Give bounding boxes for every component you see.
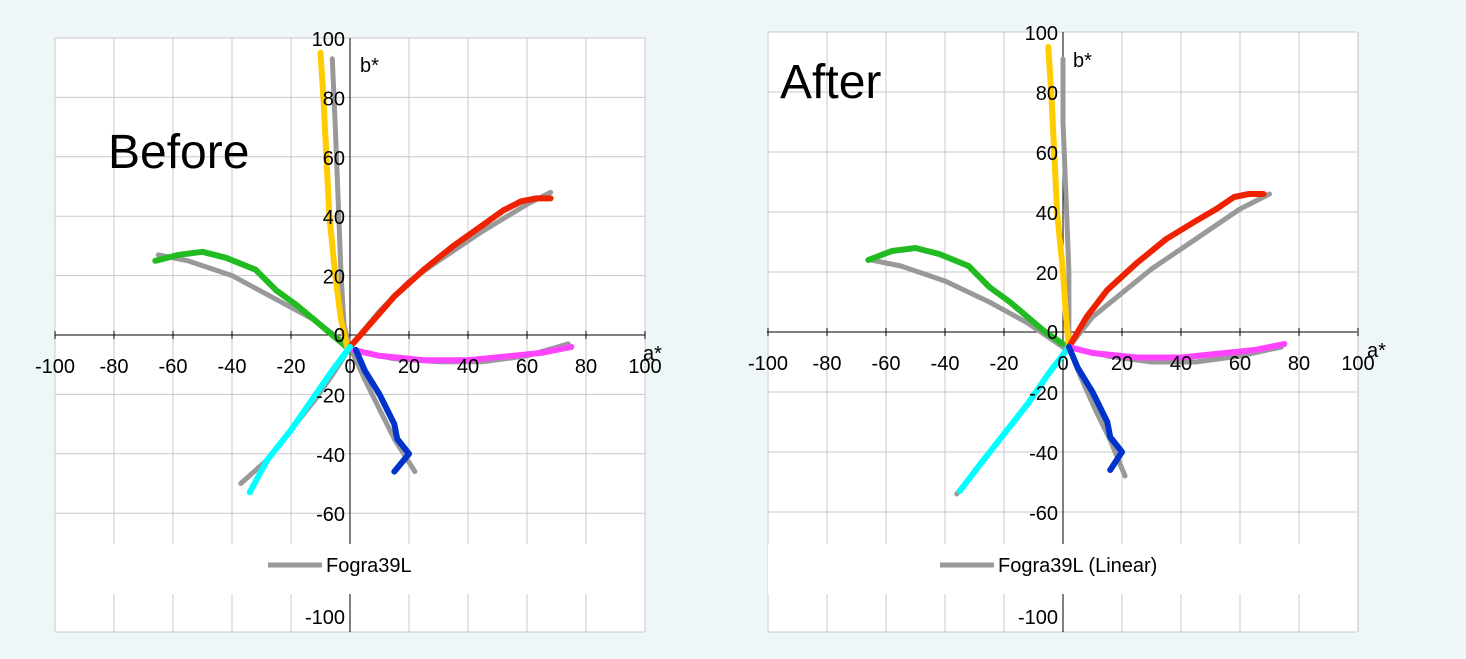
- y-tick-label: 20: [323, 267, 345, 289]
- series-line: [1065, 191, 1267, 350]
- y-tick-label: -100: [1018, 607, 1058, 629]
- x-tick-label: -40: [931, 353, 960, 375]
- y-tick-label: 80: [1036, 83, 1058, 105]
- x-tick-label: 60: [516, 356, 538, 378]
- x-tick-label: -60: [872, 353, 901, 375]
- x-tick-label: 20: [1111, 353, 1133, 375]
- x-tick-label: -100: [35, 356, 75, 378]
- y-tick-label: -40: [316, 445, 345, 467]
- y-tick-label: 0: [334, 325, 345, 347]
- x-tick-label: 0: [1057, 353, 1068, 375]
- x-tick-label: 40: [1170, 353, 1192, 375]
- reference-series-line: [1066, 191, 1272, 350]
- y-tick-label: 20: [1036, 263, 1058, 285]
- x-tick-label: -40: [218, 356, 247, 378]
- chart-after: -100 -80 -60 -40 -20 0 20 40 60 80 100 100 80 60 40 20 0…: [748, 23, 1386, 633]
- series-line: [246, 343, 353, 496]
- x-tick-label: -80: [813, 353, 842, 375]
- y-tick-label: 80: [323, 88, 345, 110]
- legend-band: [768, 544, 1356, 594]
- y-tick-label: 60: [323, 148, 345, 170]
- x-tick-label: 80: [575, 356, 597, 378]
- series-line: [349, 343, 575, 364]
- series-line: [347, 195, 554, 350]
- x-axis-label: a*: [1367, 340, 1386, 362]
- series-line: [317, 49, 351, 350]
- x-tick-label: 40: [457, 356, 479, 378]
- y-axis-label: b*: [360, 55, 379, 77]
- y-tick-label: 40: [1036, 203, 1058, 225]
- x-tick-label: -20: [277, 356, 306, 378]
- x-tick-label: 100: [628, 356, 661, 378]
- y-tick-label: -60: [316, 504, 345, 526]
- series-line: [956, 344, 1072, 494]
- chart-title: After: [780, 56, 881, 109]
- x-tick-label: 0: [344, 356, 355, 378]
- x-tick-label: 100: [1341, 353, 1374, 375]
- legend-band: [56, 544, 644, 594]
- y-tick-label: 60: [1036, 143, 1058, 165]
- y-tick-label: 100: [312, 29, 345, 51]
- y-tick-label: 100: [1025, 23, 1058, 45]
- x-tick-label: -100: [748, 353, 788, 375]
- series-line: [1065, 344, 1125, 473]
- x-tick-label: -80: [100, 356, 129, 378]
- reference-series-line: [868, 257, 1066, 350]
- series-line: [865, 245, 1066, 347]
- series-line: [352, 346, 412, 475]
- y-tick-label: 40: [323, 207, 345, 229]
- x-tick-label: 80: [1288, 353, 1310, 375]
- y-tick-label: -20: [316, 385, 345, 407]
- plot-group: -100 -80 -60 -40 -20 0 20 40 60 80 100 100 80 60 40 20 0…: [35, 29, 662, 633]
- y-tick-label: -20: [1029, 383, 1058, 405]
- reference-series-line: [347, 344, 418, 475]
- x-tick-label: 60: [1229, 353, 1251, 375]
- y-tick-label: -100: [305, 607, 345, 629]
- chart-title: Before: [108, 126, 249, 179]
- y-tick-label: 0: [1047, 322, 1058, 344]
- legend-entry: Fogra39L: [326, 555, 412, 577]
- plot-group: -100 -80 -60 -40 -20 0 20 40 60 80 100 100 80 60 40 20 0…: [748, 23, 1386, 633]
- x-tick-label: 20: [398, 356, 420, 378]
- y-tick-label: -40: [1029, 443, 1058, 465]
- chart-before: -100 -80 -60 -40 -20 0 20 40 60 80 100 100 80 60 40 20 0…: [35, 29, 662, 633]
- x-tick-label: -60: [159, 356, 188, 378]
- y-axis-label: b*: [1073, 50, 1092, 72]
- x-axis-label: a*: [643, 343, 662, 365]
- series-line: [152, 248, 353, 353]
- legend-entry: Fogra39L (Linear): [998, 555, 1157, 577]
- series-line: [1045, 44, 1072, 350]
- series-line: [1065, 341, 1288, 361]
- y-tick-label: -60: [1029, 503, 1058, 525]
- x-tick-label: -20: [990, 353, 1019, 375]
